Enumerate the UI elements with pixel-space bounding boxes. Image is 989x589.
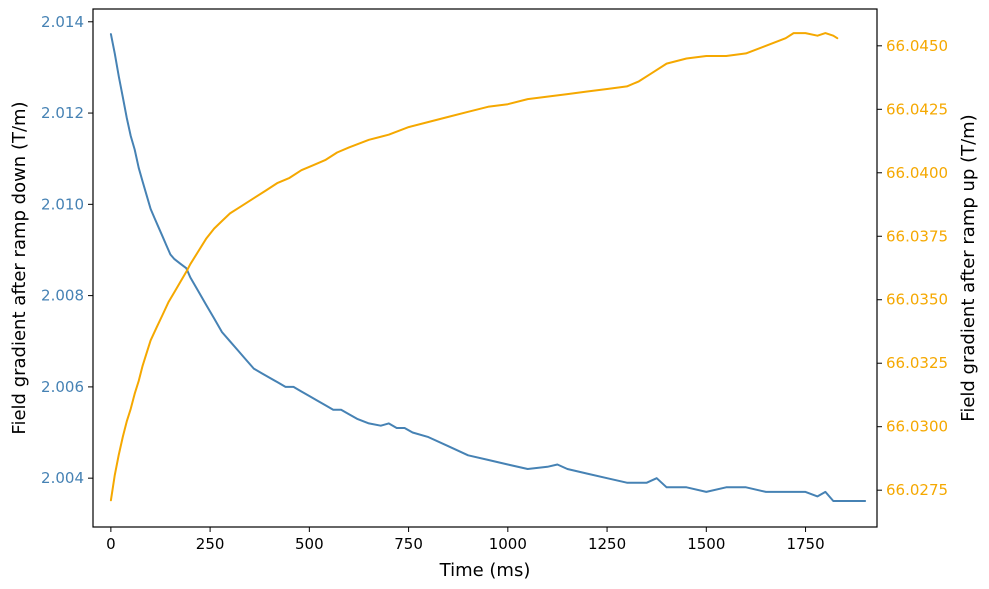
ramp-down-series-line [109,33,867,502]
left-y-axis-title: Field gradient after ramp down (T/m) [9,101,30,434]
y-right-tick-label: 66.0300 [886,418,948,436]
right-y-axis-title: Field gradient after ramp up (T/m) [958,114,979,421]
x-axis: 0 250 500 750 1000 1250 1500 1750 [106,527,825,553]
y-left-tick-label: 2.014 [41,13,84,31]
y-left-tick-label: 2.004 [41,469,84,487]
y-left-tick-label: 2.006 [41,378,84,396]
y-left-tick-label: 2.008 [41,287,84,305]
x-tick-label: 500 [295,535,324,553]
left-y-axis: 2.004 2.006 2.008 2.010 2.012 2.014 [41,13,93,487]
y-right-tick-label: 66.0450 [886,37,948,55]
x-axis-title: Time (ms) [439,560,531,581]
x-tick-label: 1250 [588,535,626,553]
x-tick-label: 750 [394,535,423,553]
y-right-tick-label: 66.0375 [886,227,948,245]
y-left-tick-label: 2.010 [41,195,84,213]
y-right-tick-label: 66.0275 [886,481,948,499]
y-left-tick-label: 2.012 [41,104,84,122]
y-right-tick-label: 66.0425 [886,100,948,118]
y-right-tick-label: 66.0350 [886,291,948,309]
x-tick-label: 250 [196,535,225,553]
series-layer [109,32,867,502]
right-y-axis: 66.0275 66.0300 66.0325 66.0350 66.0375 66.04… [877,37,948,499]
ramp-up-series-line [109,32,839,502]
y-right-tick-label: 66.0325 [886,354,948,372]
x-tick-label: 1000 [489,535,527,553]
x-tick-label: 1750 [786,535,824,553]
x-tick-label: 1500 [687,535,725,553]
x-tick-label: 0 [106,535,116,553]
plot-area-frame [92,8,878,528]
y-right-tick-label: 66.0400 [886,164,948,182]
